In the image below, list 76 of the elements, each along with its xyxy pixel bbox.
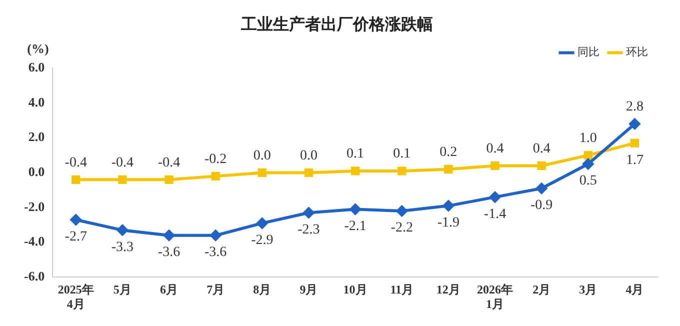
point	[398, 166, 406, 176]
data-label: -3.6	[158, 245, 180, 260]
point	[582, 158, 594, 170]
point	[584, 150, 592, 160]
x-tick-label: 5月	[113, 282, 132, 296]
point	[444, 164, 453, 174]
point	[304, 168, 314, 178]
point	[210, 230, 222, 241]
x-tick-label: 8月	[253, 282, 272, 296]
point	[211, 172, 220, 181]
data-label: 0.4	[486, 141, 504, 156]
data-label: -2.1	[344, 218, 366, 234]
data-label: 1.0	[579, 130, 597, 146]
point	[164, 175, 174, 184]
data-label: 1.7	[626, 152, 644, 168]
data-label: -2.3	[298, 222, 320, 238]
point	[303, 207, 314, 218]
data-label: -1.4	[484, 206, 506, 222]
x-tick-label: 12月	[436, 282, 460, 296]
y-tick-label: -6.0	[24, 268, 45, 284]
point	[70, 214, 82, 226]
x-tick-label: 2月	[532, 282, 551, 296]
data-label: 0.4	[532, 141, 550, 156]
y-tick-label: 2.0	[28, 129, 45, 144]
data-label: 0.0	[253, 148, 271, 164]
point	[350, 204, 361, 215]
point	[258, 168, 266, 178]
data-label: -0.9	[530, 198, 553, 214]
legend-label: 环比	[626, 46, 648, 59]
point	[350, 166, 360, 176]
x-tick-label: 11月	[390, 282, 414, 296]
y-tick-label: -2.0	[24, 198, 45, 214]
data-label: -1.9	[437, 215, 460, 230]
chart-title: 工业生产者出厂价格涨跌幅	[240, 16, 433, 34]
data-label: 0.5	[579, 174, 597, 189]
x-tick-label: 3月	[579, 282, 598, 296]
data-label: 0.0	[300, 148, 318, 164]
x-tick-label: 9月	[300, 282, 318, 296]
point	[256, 218, 268, 229]
point	[490, 161, 500, 170]
y-tick-label: 0.0	[28, 164, 45, 180]
data-label: -0.4	[111, 155, 134, 170]
x-tick-label: 2025年 4月	[58, 282, 94, 311]
point	[536, 182, 548, 194]
data-label: 0.1	[346, 146, 364, 162]
data-label: -2.2	[390, 220, 413, 236]
y-tick-label: -4.0	[24, 234, 45, 249]
data-label: 2.8	[626, 100, 644, 115]
point	[537, 161, 546, 170]
data-label: 0.1	[393, 146, 411, 162]
point	[118, 175, 127, 184]
x-tick-label: 10月	[343, 282, 368, 296]
y-tick-label: 6.0	[28, 60, 45, 75]
data-label: -0.4	[64, 155, 87, 170]
x-tick-label: 4月	[626, 282, 644, 296]
x-tick-label: 2026年 1月	[477, 282, 513, 311]
y-axis-title: (%)	[27, 41, 49, 56]
point	[630, 138, 640, 148]
data-label: -2.9	[251, 232, 274, 248]
legend-label: 同比	[578, 46, 600, 59]
y-tick-label: 4.0	[28, 94, 45, 110]
data-label: 0.2	[440, 144, 458, 160]
data-label: -2.7	[64, 229, 87, 244]
x-tick-label: 6月	[160, 282, 178, 296]
point	[490, 192, 500, 203]
point	[72, 175, 80, 184]
data-label: -0.2	[204, 152, 227, 167]
point	[442, 200, 454, 212]
x-tick-label: 7月	[206, 282, 225, 296]
data-label: -0.4	[158, 155, 180, 170]
point	[116, 224, 128, 236]
point	[396, 206, 408, 217]
data-label: -3.3	[111, 240, 134, 255]
point	[164, 230, 175, 241]
data-label: -3.6	[204, 245, 227, 260]
point	[629, 118, 640, 130]
